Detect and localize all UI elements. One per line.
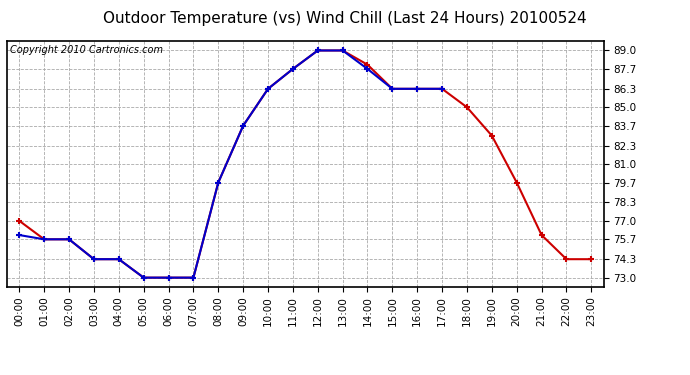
Text: Copyright 2010 Cartronics.com: Copyright 2010 Cartronics.com: [10, 45, 163, 55]
Text: Outdoor Temperature (vs) Wind Chill (Last 24 Hours) 20100524: Outdoor Temperature (vs) Wind Chill (Las…: [104, 11, 586, 26]
